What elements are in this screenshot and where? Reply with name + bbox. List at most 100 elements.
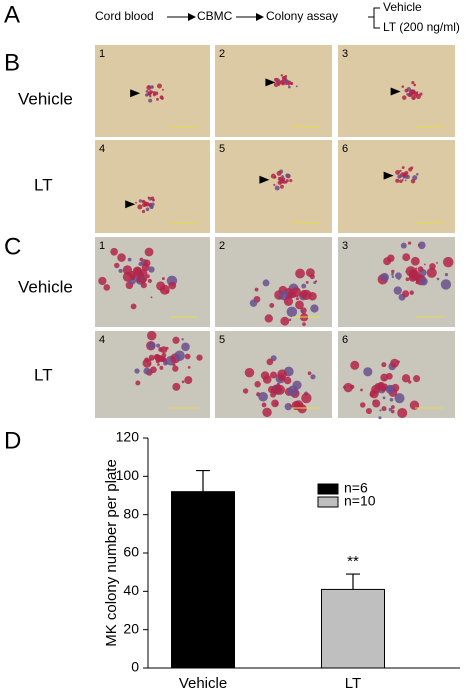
legend-label: n=6 xyxy=(344,480,368,496)
panel-number: 4 xyxy=(99,143,105,155)
y-tick-label: 20 xyxy=(123,620,139,636)
cell xyxy=(143,205,146,207)
micrograph-bg xyxy=(338,331,455,418)
micrograph: 5 xyxy=(215,140,332,233)
cell xyxy=(405,277,410,282)
cell xyxy=(150,296,153,299)
cell xyxy=(289,179,293,183)
cell xyxy=(150,90,154,94)
cell xyxy=(272,386,276,389)
cell xyxy=(145,207,150,212)
cell xyxy=(287,84,290,86)
cell xyxy=(133,267,142,276)
cell xyxy=(103,284,111,291)
cell xyxy=(137,204,143,210)
x-tick-label: Vehicle xyxy=(179,675,227,692)
error-bar xyxy=(346,573,360,590)
cell xyxy=(144,357,150,363)
micrograph: 1 xyxy=(95,45,210,137)
y-tick-label: 40 xyxy=(123,582,139,598)
cell xyxy=(277,180,283,185)
cell xyxy=(156,97,159,101)
cell xyxy=(279,79,285,85)
flow-branch: LT (200 ng/ml) xyxy=(383,20,460,34)
cell xyxy=(409,290,414,295)
cell xyxy=(418,241,426,250)
arrowhead xyxy=(390,87,401,96)
cell xyxy=(266,358,274,366)
cell xyxy=(147,196,150,199)
cell xyxy=(136,277,143,283)
cell xyxy=(436,261,438,264)
panel-label: A xyxy=(4,1,20,28)
cell xyxy=(406,92,410,96)
cell xyxy=(436,277,440,281)
cell xyxy=(395,169,401,175)
legend-label: n=10 xyxy=(344,493,376,509)
cell xyxy=(400,242,407,249)
cell xyxy=(172,382,181,391)
cell xyxy=(114,262,120,269)
cell xyxy=(156,281,166,291)
cell xyxy=(401,85,405,88)
cell xyxy=(305,268,315,278)
cell xyxy=(150,366,157,374)
cell xyxy=(408,380,412,384)
cell xyxy=(372,399,381,408)
micrograph-bg xyxy=(215,140,332,233)
cell xyxy=(382,396,386,400)
cell xyxy=(148,98,153,103)
cell xyxy=(277,369,287,379)
cell xyxy=(135,201,138,204)
cell xyxy=(295,297,299,301)
panel-number: 1 xyxy=(99,240,105,252)
cell xyxy=(302,322,306,327)
flow-step: Cord blood xyxy=(95,9,154,23)
cell xyxy=(397,174,402,179)
cell xyxy=(295,268,306,279)
cell xyxy=(287,294,291,298)
cell xyxy=(289,404,292,407)
cell xyxy=(399,179,403,184)
flow-bracket xyxy=(368,7,380,29)
cell xyxy=(156,83,162,89)
micrograph-bg xyxy=(338,237,455,327)
micrograph-bg xyxy=(338,140,455,233)
arrowhead xyxy=(259,175,270,184)
cell xyxy=(145,93,149,96)
cell xyxy=(280,316,290,326)
row-label: Vehicle xyxy=(18,89,73,108)
cell xyxy=(410,166,414,170)
cell xyxy=(283,296,294,306)
cell xyxy=(285,173,290,178)
cell xyxy=(413,375,421,383)
cell xyxy=(276,382,280,387)
micrograph: 5 xyxy=(215,331,332,418)
cell xyxy=(401,374,411,383)
cell xyxy=(284,402,292,411)
cell xyxy=(273,183,276,186)
cell xyxy=(415,277,419,281)
y-tick-label: 60 xyxy=(123,544,139,560)
cell xyxy=(142,202,147,207)
cell xyxy=(276,170,282,176)
cell xyxy=(343,382,353,393)
cell xyxy=(148,341,156,350)
cell xyxy=(417,244,421,247)
panel-number: 1 xyxy=(99,48,105,60)
cell xyxy=(147,278,152,284)
cell xyxy=(141,199,145,204)
panel-number: 4 xyxy=(99,334,105,346)
cell xyxy=(280,184,284,189)
cell xyxy=(417,266,424,272)
cell xyxy=(285,181,288,184)
cell xyxy=(159,365,164,370)
cell xyxy=(261,402,267,408)
y-axis-label: MK colony number per plate xyxy=(103,459,120,647)
cell xyxy=(301,295,305,299)
cell xyxy=(149,95,152,98)
cell xyxy=(305,280,309,284)
cell xyxy=(295,85,298,88)
cell xyxy=(281,175,285,179)
cell xyxy=(444,272,449,277)
